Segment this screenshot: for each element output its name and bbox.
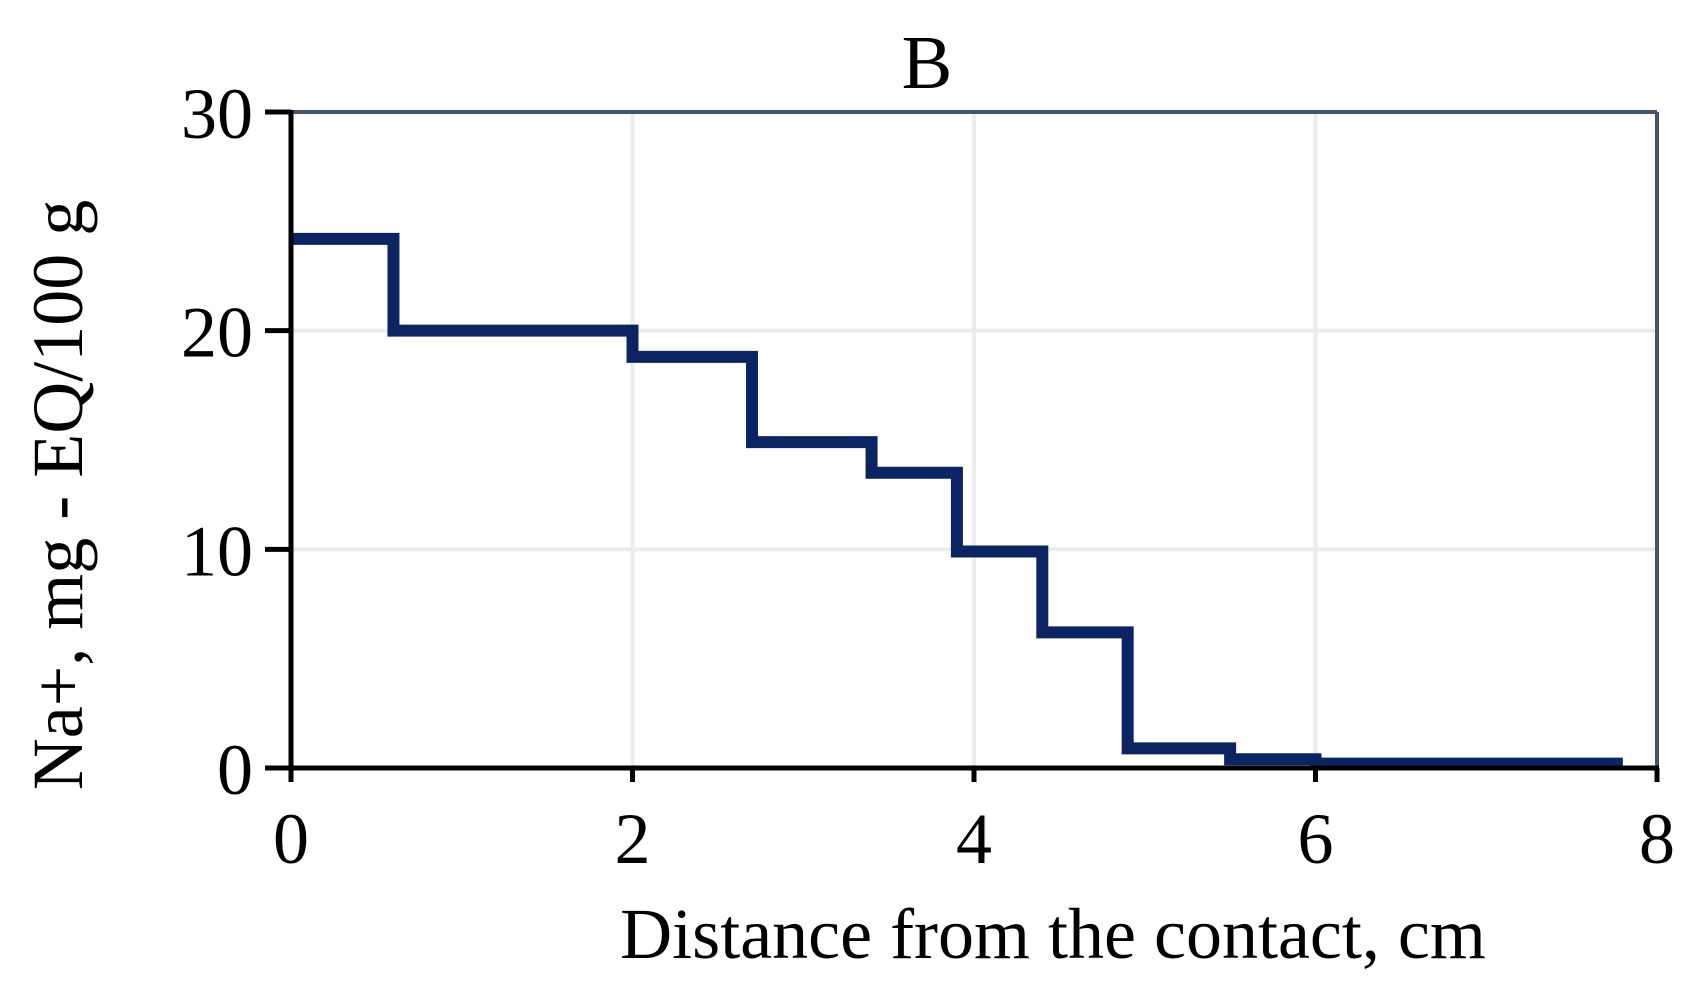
y-axis-label: Na+, mg - EQ/100 g (18, 200, 98, 791)
y-tick-label-10: 10 (181, 511, 253, 591)
x-tick-label-0: 0 (273, 799, 309, 879)
x-tick-label-6: 6 (1298, 799, 1334, 879)
series-layer (291, 232, 1623, 770)
series-line-0 (291, 232, 1623, 770)
y-tick-label-0: 0 (217, 730, 253, 810)
chart-title: B (902, 21, 953, 105)
x-tick-label-8: 8 (1639, 799, 1675, 879)
plot-frame (291, 110, 1659, 768)
x-tick-label-2: 2 (615, 799, 651, 879)
tick-labels: 0 2 4 6 8 0 10 20 30 (181, 74, 1675, 879)
grid (291, 110, 1659, 768)
x-tick-label-4: 4 (956, 799, 992, 879)
y-tick-label-20: 20 (181, 293, 253, 373)
y-tick-label-30: 30 (181, 74, 253, 154)
x-axis-label: Distance from the contact, cm (620, 894, 1486, 974)
axes (265, 109, 1660, 782)
